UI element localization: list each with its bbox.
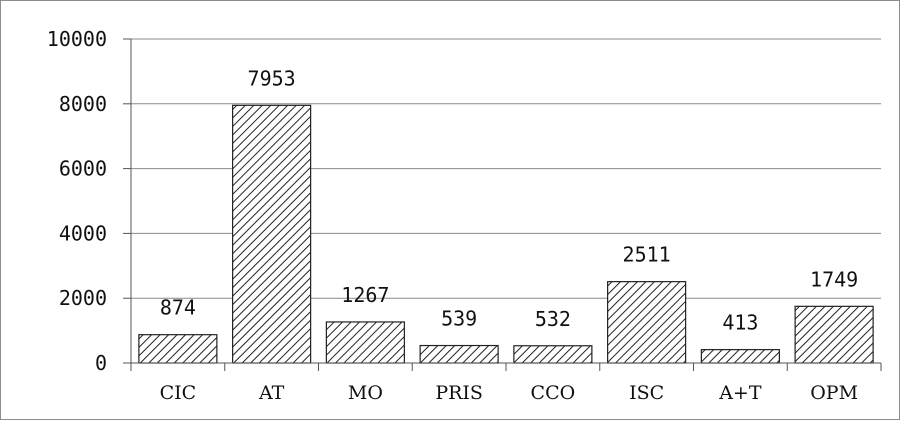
data-label: 874: [160, 296, 196, 320]
bar-isc: [607, 281, 687, 364]
data-label: 7953: [248, 66, 296, 90]
data-label: 1267: [341, 283, 389, 307]
data-label: 539: [441, 307, 477, 331]
data-label: 2511: [623, 243, 671, 267]
x-tick-label: CCO: [531, 382, 576, 404]
x-tick-label: MO: [348, 382, 383, 404]
y-tick-label: 10000: [47, 27, 107, 51]
x-tick-label: PRIS: [435, 382, 483, 404]
bar-cco: [513, 345, 593, 364]
x-tick-labels: CIC AT MO PRIS CCO ISC A+T OPM: [160, 382, 858, 404]
x-tick-label: ISC: [629, 382, 664, 404]
bar-cic: [138, 334, 218, 364]
axes: [123, 38, 882, 371]
x-tick-label: OPM: [810, 382, 858, 404]
bars: [138, 104, 874, 364]
data-label: 532: [535, 307, 571, 331]
y-tick-labels: 0 2000 4000 6000 8000 10000: [47, 27, 107, 375]
x-tick-label: A+T: [718, 382, 762, 404]
y-tick-label: 6000: [59, 157, 107, 181]
data-label: 1749: [810, 267, 858, 291]
bar-at: [232, 104, 312, 364]
y-tick-label: 8000: [59, 92, 107, 116]
bar-a-t: [700, 349, 780, 364]
x-tick-label: CIC: [160, 382, 197, 404]
x-tick-label: AT: [258, 382, 285, 404]
y-tick-label: 2000: [59, 286, 107, 310]
bar-opm: [794, 305, 874, 364]
y-tick-label: 0: [95, 351, 107, 375]
y-tick-label: 4000: [59, 221, 107, 245]
bar-pris: [419, 344, 499, 364]
data-labels: 874 7953 1267 539 532 2511 413 1749: [160, 66, 858, 334]
data-label: 413: [722, 311, 758, 335]
bar-mo: [325, 321, 405, 364]
